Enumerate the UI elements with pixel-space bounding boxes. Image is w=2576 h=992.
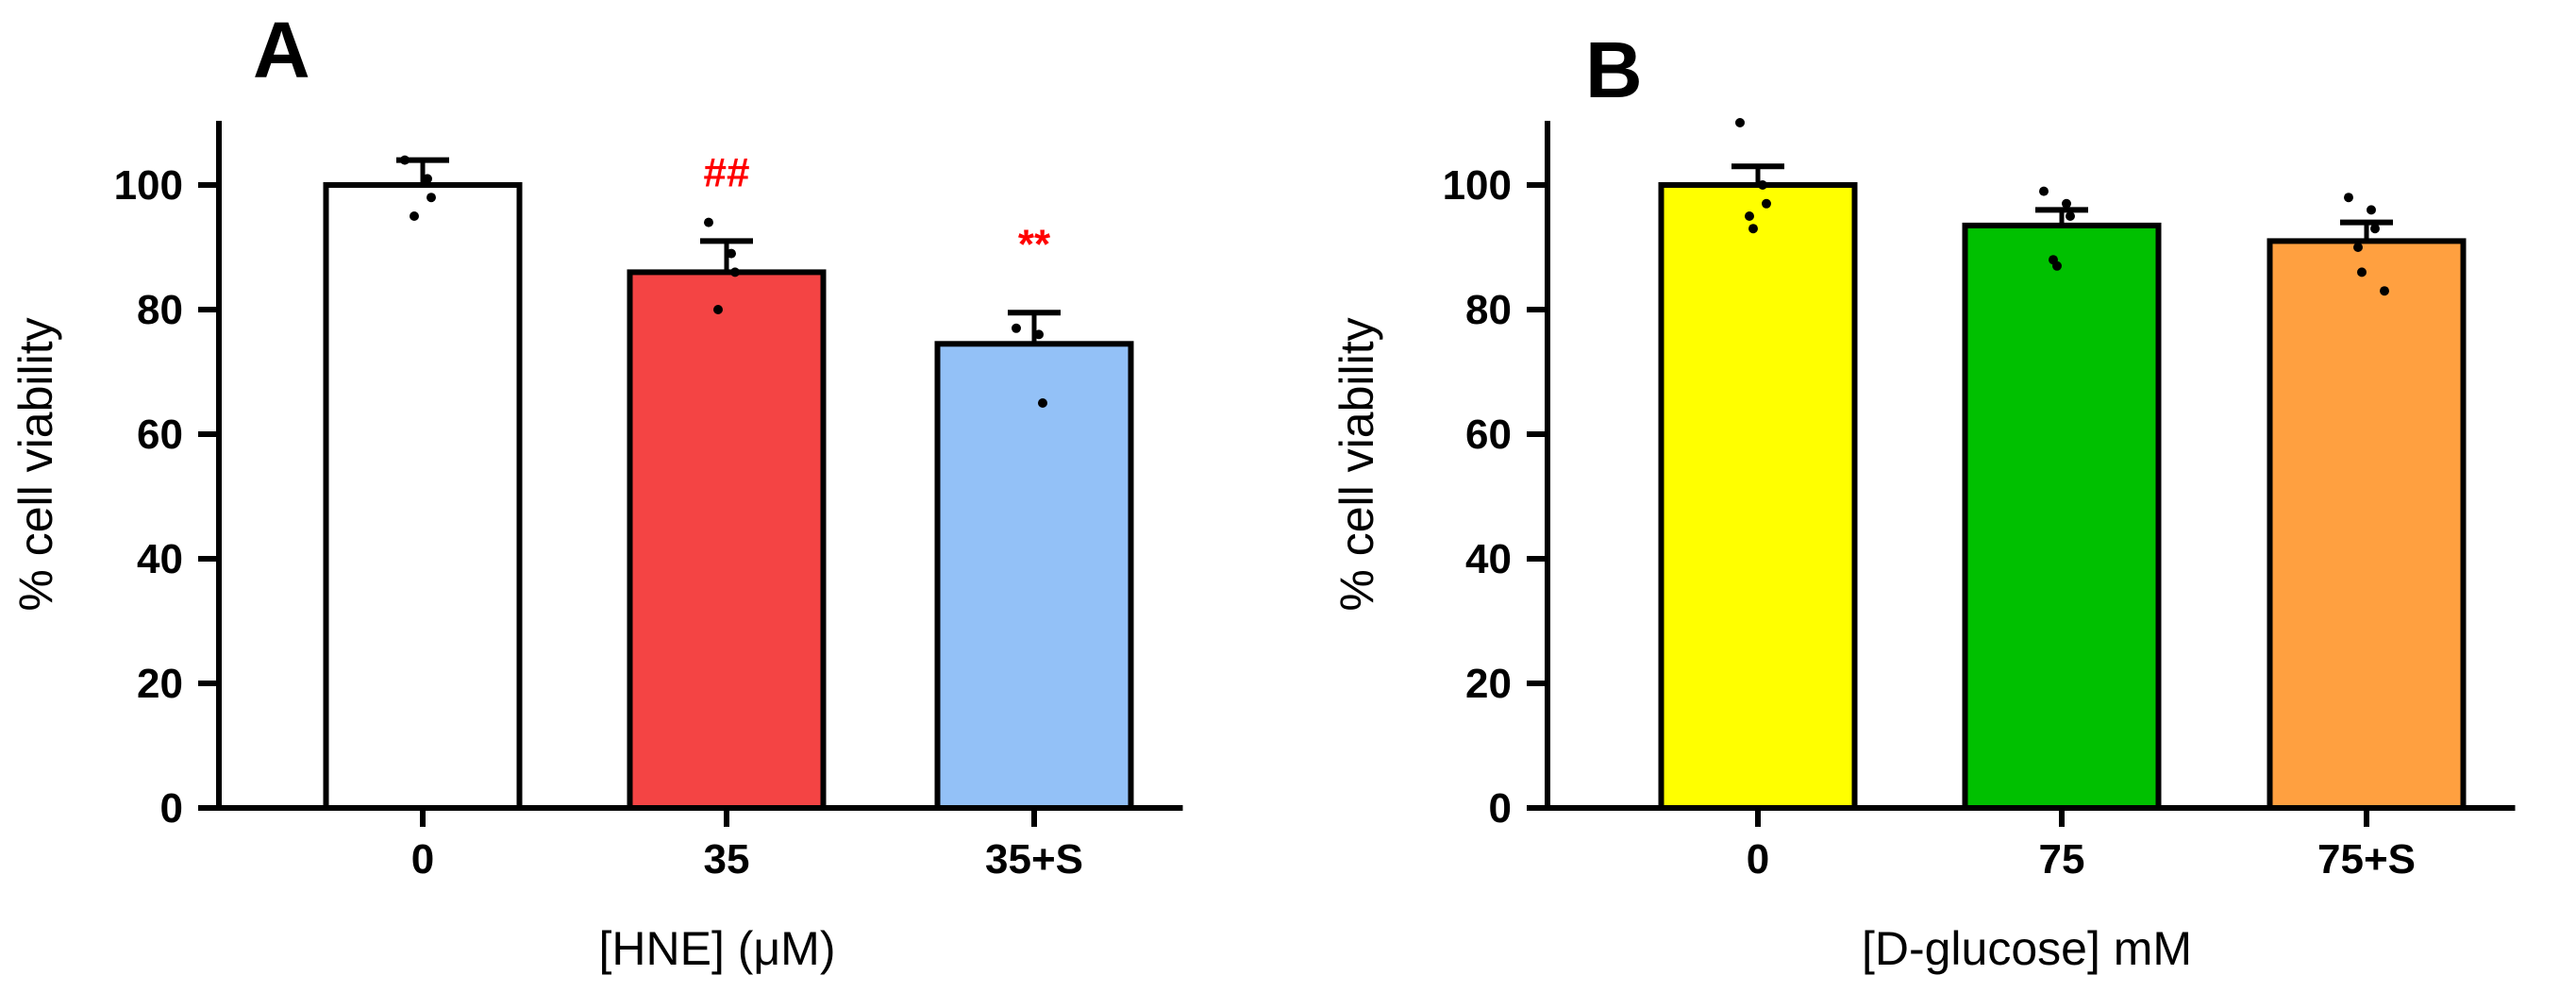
bar	[934, 341, 1134, 811]
y-tick-label: 0	[1489, 785, 1512, 832]
data-point	[1758, 180, 1767, 190]
data-point	[2066, 211, 2075, 221]
data-point	[2039, 186, 2049, 196]
x-tick-label: 75+S	[2317, 836, 2416, 883]
x-tick-label: 0	[1747, 836, 1769, 883]
bar	[2267, 238, 2467, 811]
y-tick-label: 20	[1465, 661, 1512, 707]
bar	[1962, 222, 2162, 811]
x-tick-label: 35	[704, 836, 750, 883]
data-point	[2357, 267, 2367, 277]
x-tick-label: 0	[411, 836, 434, 883]
data-point	[423, 174, 432, 184]
data-point	[2367, 205, 2376, 215]
data-point	[2370, 224, 2380, 234]
data-point	[1762, 198, 1771, 209]
x-axis-title: [HNE] (μM)	[598, 922, 835, 975]
y-tick-label: 100	[114, 162, 183, 209]
x-tick-label: 35+S	[985, 836, 1083, 883]
y-tick-label: 40	[1465, 536, 1512, 582]
bar	[323, 182, 523, 811]
y-tick-label: 80	[137, 287, 183, 333]
y-tick-label: 60	[137, 412, 183, 458]
y-tick-label: 20	[137, 661, 183, 707]
bar	[627, 269, 827, 811]
chart-panel-a: A 0 35 35+S ## ** 0 20 40 60 80 100 % cell viability…	[9, 6, 1183, 975]
data-point	[1745, 211, 1754, 221]
x-axis-title: [D-glucose] mM	[1862, 922, 2192, 975]
y-tick-label: 100	[1443, 162, 1512, 209]
data-point	[2062, 198, 2071, 209]
data-point	[713, 305, 723, 314]
y-tick-label: 40	[137, 536, 183, 582]
y-axis-title: % cell viability	[1330, 317, 1383, 611]
data-point	[1038, 398, 1047, 408]
y-tick-label: 0	[160, 785, 183, 832]
data-point	[1735, 118, 1745, 127]
data-point	[2344, 193, 2353, 203]
data-point	[730, 267, 740, 277]
bar	[1658, 182, 1858, 811]
data-point	[1012, 323, 1021, 333]
data-point	[427, 193, 436, 203]
y-tick-label: 80	[1465, 287, 1512, 333]
data-point	[704, 217, 713, 227]
y-tick-label: 60	[1465, 412, 1512, 458]
data-point	[2353, 243, 2363, 252]
panel-letter: A	[253, 6, 310, 94]
data-point	[400, 155, 410, 165]
significance-annotation: ##	[704, 149, 750, 195]
y-axis-title: % cell viability	[9, 317, 62, 611]
data-point	[1034, 329, 1044, 340]
data-point	[727, 248, 736, 259]
data-point	[2380, 286, 2389, 296]
chart-panel-b: B 0 75 75+S 0 20 40 60 80 100 % cell viability [D-g…	[1330, 25, 2516, 975]
significance-annotation: **	[1018, 221, 1051, 267]
x-tick-label: 75	[2039, 836, 2085, 883]
data-point	[1748, 224, 1758, 234]
panel-letter: B	[1585, 25, 1643, 114]
data-point	[2052, 261, 2062, 271]
data-point	[410, 211, 419, 221]
